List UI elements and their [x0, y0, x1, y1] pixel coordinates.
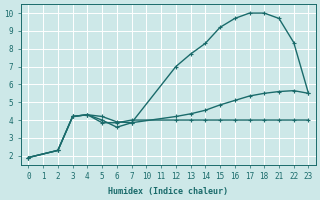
X-axis label: Humidex (Indice chaleur): Humidex (Indice chaleur)	[108, 187, 228, 196]
